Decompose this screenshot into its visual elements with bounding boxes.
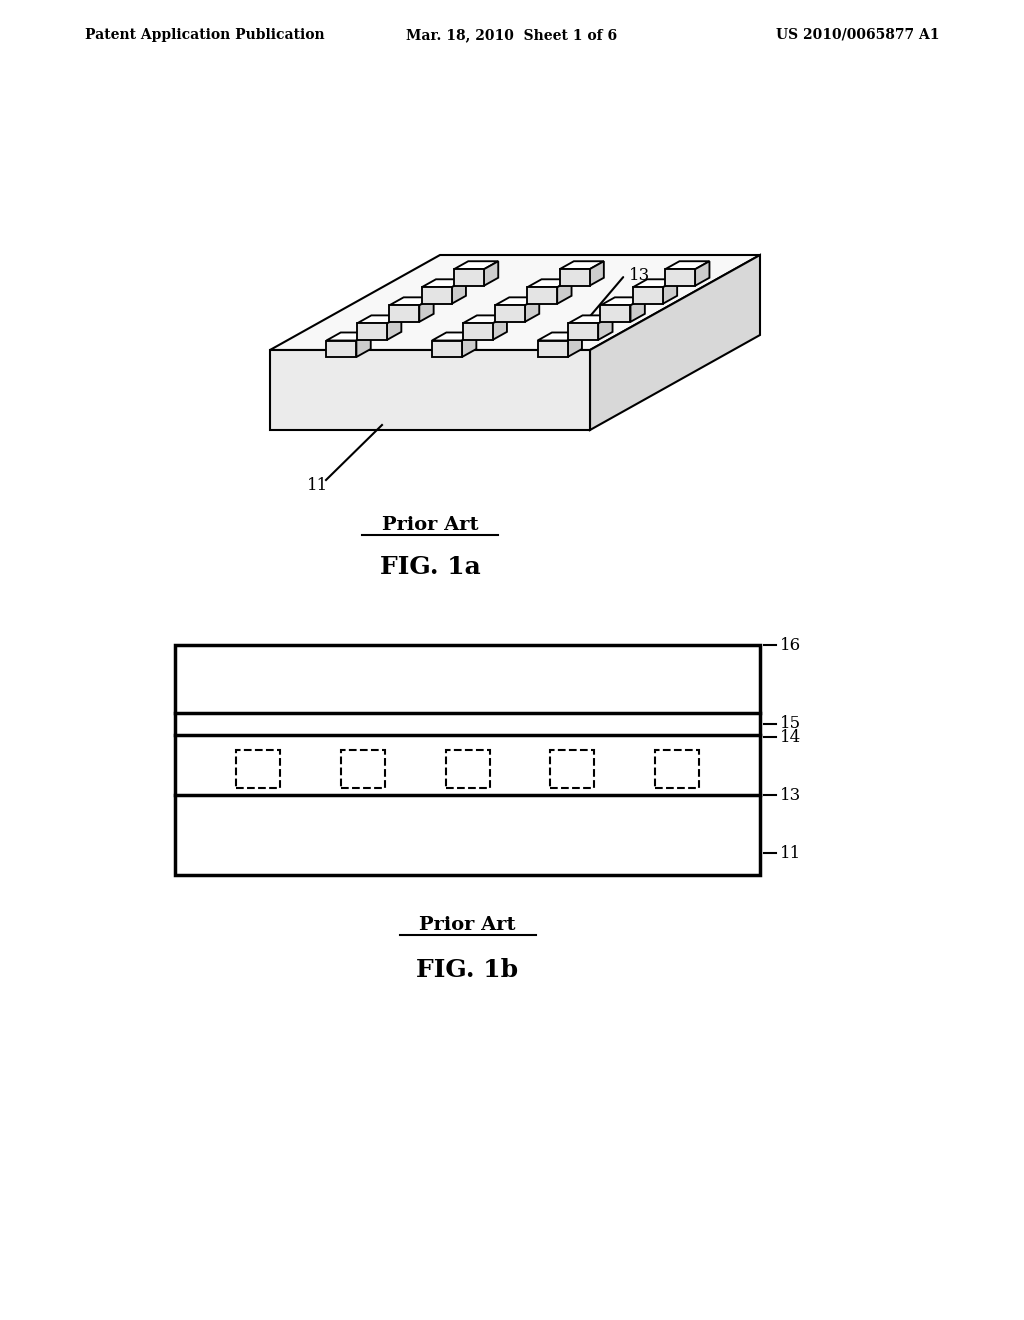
Polygon shape bbox=[432, 333, 476, 341]
Polygon shape bbox=[327, 341, 356, 356]
Polygon shape bbox=[454, 269, 484, 285]
Polygon shape bbox=[590, 255, 760, 430]
Polygon shape bbox=[462, 333, 476, 356]
Polygon shape bbox=[357, 323, 387, 339]
Polygon shape bbox=[695, 261, 710, 285]
Polygon shape bbox=[666, 261, 710, 269]
Text: FIG. 1b: FIG. 1b bbox=[417, 958, 518, 982]
Polygon shape bbox=[495, 297, 540, 305]
Polygon shape bbox=[559, 261, 604, 269]
Polygon shape bbox=[432, 341, 462, 356]
Polygon shape bbox=[493, 315, 507, 339]
Bar bbox=[550, 750, 594, 788]
Polygon shape bbox=[568, 323, 598, 339]
Text: Mar. 18, 2010  Sheet 1 of 6: Mar. 18, 2010 Sheet 1 of 6 bbox=[407, 28, 617, 42]
Polygon shape bbox=[663, 280, 677, 304]
Polygon shape bbox=[631, 297, 645, 322]
Polygon shape bbox=[389, 297, 433, 305]
Polygon shape bbox=[567, 333, 582, 356]
Polygon shape bbox=[568, 315, 612, 323]
Polygon shape bbox=[356, 333, 371, 356]
Text: US 2010/0065877 A1: US 2010/0065877 A1 bbox=[776, 28, 940, 42]
Polygon shape bbox=[463, 315, 507, 323]
Text: 16: 16 bbox=[780, 636, 801, 653]
Polygon shape bbox=[270, 255, 760, 350]
Polygon shape bbox=[527, 280, 571, 288]
Text: FIG. 1a: FIG. 1a bbox=[380, 554, 480, 579]
Bar bbox=[175, 645, 760, 875]
Polygon shape bbox=[454, 261, 499, 269]
Polygon shape bbox=[527, 288, 557, 304]
Bar bbox=[341, 750, 385, 788]
Polygon shape bbox=[452, 280, 466, 304]
Polygon shape bbox=[538, 333, 582, 341]
Bar bbox=[655, 750, 699, 788]
Polygon shape bbox=[666, 269, 695, 285]
Text: 14: 14 bbox=[780, 729, 801, 746]
Polygon shape bbox=[270, 350, 590, 430]
Polygon shape bbox=[422, 280, 466, 288]
Text: 11: 11 bbox=[307, 478, 329, 495]
Polygon shape bbox=[327, 333, 371, 341]
Text: 15: 15 bbox=[780, 715, 801, 733]
Text: Prior Art: Prior Art bbox=[382, 516, 478, 535]
Polygon shape bbox=[633, 288, 663, 304]
Polygon shape bbox=[590, 261, 604, 285]
Bar bbox=[445, 750, 489, 788]
Polygon shape bbox=[559, 269, 590, 285]
Polygon shape bbox=[557, 280, 571, 304]
Polygon shape bbox=[495, 305, 525, 322]
Polygon shape bbox=[598, 315, 612, 339]
Polygon shape bbox=[600, 297, 645, 305]
Text: 13: 13 bbox=[780, 787, 801, 804]
Polygon shape bbox=[538, 341, 567, 356]
Text: 13: 13 bbox=[629, 267, 650, 284]
Text: Patent Application Publication: Patent Application Publication bbox=[85, 28, 325, 42]
Polygon shape bbox=[357, 315, 401, 323]
Polygon shape bbox=[422, 288, 452, 304]
Polygon shape bbox=[525, 297, 540, 322]
Polygon shape bbox=[633, 280, 677, 288]
Bar bbox=[236, 750, 280, 788]
Polygon shape bbox=[387, 315, 401, 339]
Text: 11: 11 bbox=[780, 845, 801, 862]
Text: Prior Art: Prior Art bbox=[419, 916, 516, 935]
Polygon shape bbox=[600, 305, 631, 322]
Polygon shape bbox=[463, 323, 493, 339]
Polygon shape bbox=[484, 261, 499, 285]
Polygon shape bbox=[419, 297, 433, 322]
Polygon shape bbox=[389, 305, 419, 322]
